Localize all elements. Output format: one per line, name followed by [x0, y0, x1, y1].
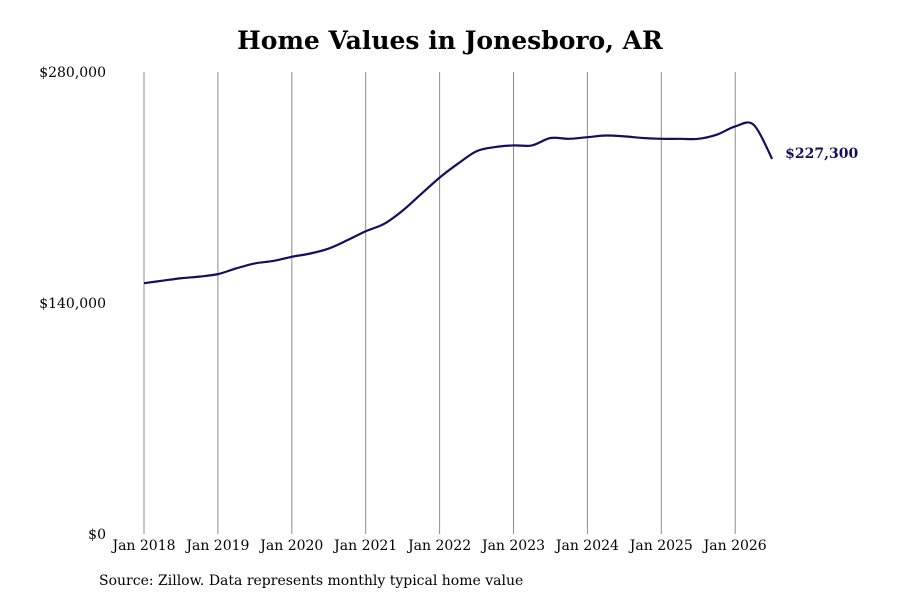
x-tick-label: Jan 2024 — [554, 538, 619, 554]
y-tick-label: $0 — [88, 527, 106, 543]
x-axis-tick-labels: Jan 2018 Jan 2019 Jan 2020 Jan 2021 Jan 2022… — [110, 538, 766, 554]
x-tick-label: Jan 2020 — [258, 538, 323, 554]
vertical-gridlines — [143, 72, 736, 534]
chart-title: Home Values in Jonesboro, AR — [237, 26, 663, 55]
series-layer — [143, 121, 774, 285]
x-tick-label: Jan 2026 — [702, 538, 767, 554]
series-line-0 — [143, 121, 774, 285]
x-tick-label: Jan 2022 — [406, 538, 471, 554]
end-value-label: $227,300 — [785, 146, 858, 162]
y-tick-label: $140,000 — [39, 296, 106, 312]
y-tick-label: $280,000 — [39, 65, 106, 81]
source-note: Source: Zillow. Data represents monthly … — [99, 573, 524, 589]
x-tick-label: Jan 2025 — [628, 538, 693, 554]
x-tick-label: Jan 2018 — [110, 538, 175, 554]
x-tick-label: Jan 2021 — [332, 538, 397, 554]
y-axis-tick-labels: $0 $140,000 $280,000 — [39, 65, 106, 543]
x-tick-label: Jan 2019 — [184, 538, 249, 554]
x-tick-label: Jan 2023 — [480, 538, 545, 554]
